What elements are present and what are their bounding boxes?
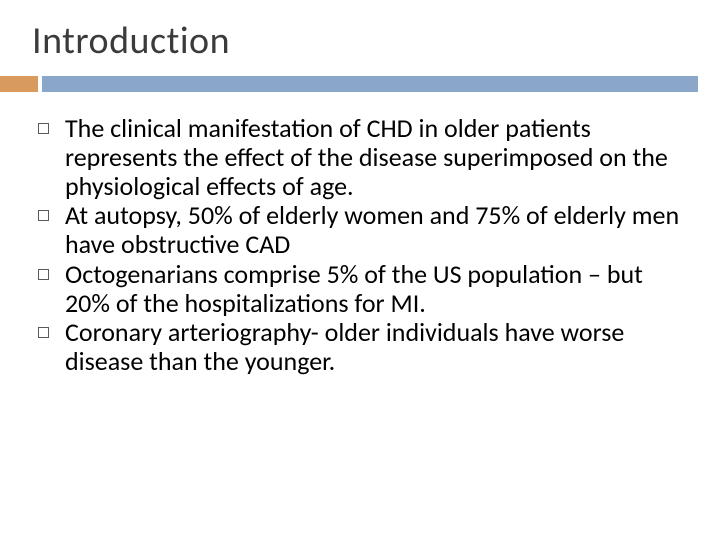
title-rule-main [42,76,698,92]
list-item: Octogenarians comprise 5% of the US popu… [38,260,688,318]
title-rule [32,76,698,92]
bullet-text: Coronary arteriography- older individual… [65,318,688,376]
bullet-list: The clinical manifestation of CHD in old… [38,114,688,376]
bullet-square-icon [38,123,49,134]
list-item: Coronary arteriography- older individual… [38,318,688,376]
bullet-square-icon [38,269,49,280]
content-area: The clinical manifestation of CHD in old… [32,114,698,376]
bullet-square-icon [38,327,49,338]
slide: Introduction The clinical manifestation … [0,0,720,540]
title-rule-accent [0,76,38,92]
list-item: The clinical manifestation of CHD in old… [38,114,688,201]
bullet-text: Octogenarians comprise 5% of the US popu… [65,260,688,318]
bullet-text: At autopsy, 50% of elderly women and 75%… [65,201,688,259]
list-item: At autopsy, 50% of elderly women and 75%… [38,201,688,259]
bullet-text: The clinical manifestation of CHD in old… [65,114,688,201]
slide-title: Introduction [32,18,698,64]
bullet-square-icon [38,210,49,221]
